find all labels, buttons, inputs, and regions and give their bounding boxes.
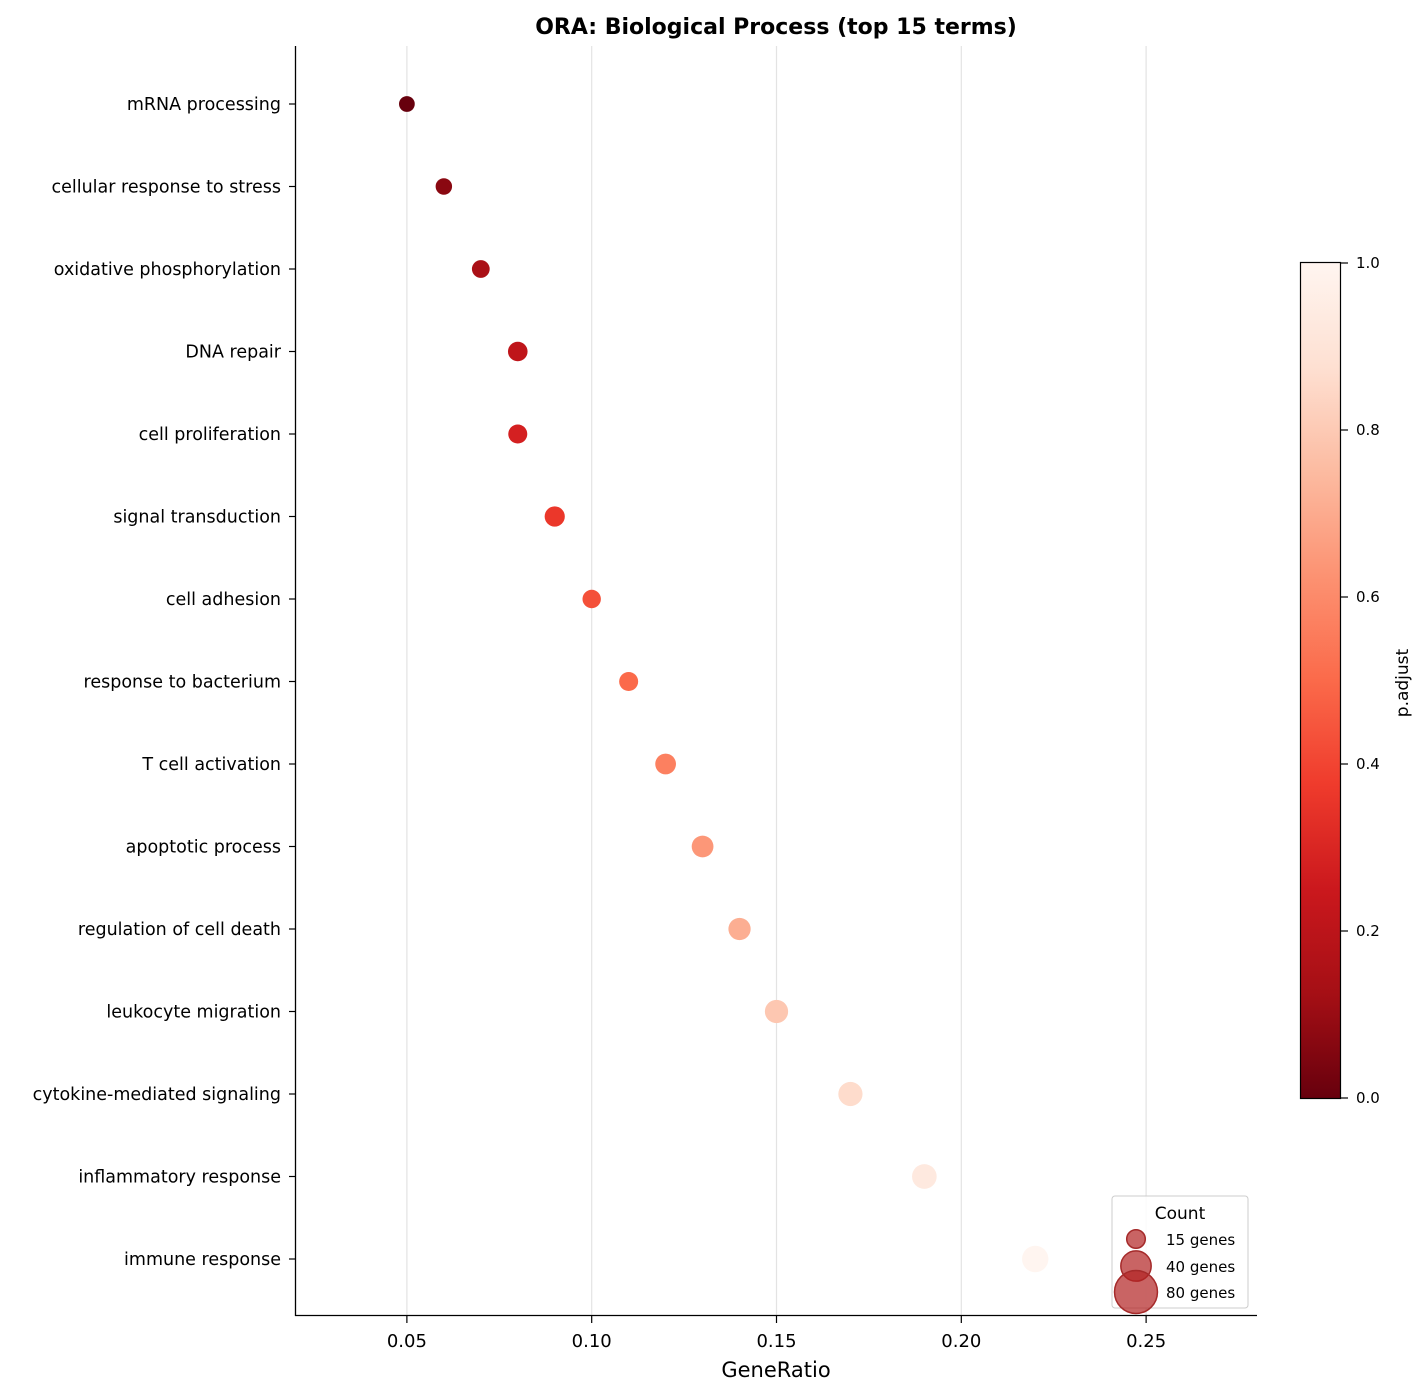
y-tick-label: cytokine-mediated signaling xyxy=(33,1085,281,1105)
colorbar xyxy=(1299,261,1342,1100)
data-point xyxy=(764,999,789,1024)
colorbar-tick-label: 0.0 xyxy=(1356,1089,1380,1107)
y-tick-label: cell proliferation xyxy=(139,425,281,445)
data-point xyxy=(544,506,565,527)
data-point xyxy=(507,341,528,362)
data-point xyxy=(728,917,751,941)
y-tick-label: signal transduction xyxy=(113,508,281,528)
x-axis-ticks: 0.05 0.10 0.15 0.20 0.25 xyxy=(387,1316,1166,1352)
y-tick-label: cellular response to stress xyxy=(51,178,281,198)
x-tick-label: 0.10 xyxy=(572,1331,612,1352)
y-tick-label: leukocyte migration xyxy=(106,1003,281,1023)
legend-title: Count xyxy=(1155,1204,1206,1224)
y-tick-label: DNA repair xyxy=(185,343,281,363)
size-legend: Count 15 genes 40 genes 80 genes xyxy=(1111,1195,1249,1315)
chart-title: ORA: Biological Process (top 15 terms) xyxy=(535,15,1017,40)
legend-marker xyxy=(1125,1228,1147,1250)
data-point xyxy=(1022,1245,1049,1273)
data-point xyxy=(508,424,528,444)
y-tick-label: cell adhesion xyxy=(166,590,281,610)
colorbar-tick-label: 0.6 xyxy=(1356,588,1380,606)
legend-entry-label: 40 genes xyxy=(1166,1258,1235,1276)
legend-marker xyxy=(1113,1269,1159,1315)
y-tick-label: inflammatory response xyxy=(78,1168,281,1188)
y-tick-label: mRNA processing xyxy=(127,95,281,115)
data-point xyxy=(838,1081,863,1107)
y-tick-label: apoptotic process xyxy=(126,838,281,858)
data-point xyxy=(435,178,453,195)
data-point xyxy=(582,589,601,609)
x-gridlines xyxy=(406,46,1147,1316)
x-axis-label: GeneRatio xyxy=(721,1358,830,1382)
colorbar-tick-label: 0.8 xyxy=(1356,421,1380,439)
data-points xyxy=(399,96,1049,1273)
x-tick-label: 0.25 xyxy=(1126,1331,1166,1352)
data-point xyxy=(655,753,676,775)
data-point xyxy=(399,96,415,112)
data-point xyxy=(471,260,490,278)
y-tick-label: oxidative phosphorylation xyxy=(54,260,281,280)
colorbar-tick-label: 1.0 xyxy=(1356,254,1380,272)
legend-entry-label: 80 genes xyxy=(1166,1284,1235,1302)
x-tick-label: 0.15 xyxy=(756,1331,796,1352)
x-tick-label: 0.05 xyxy=(387,1331,427,1352)
y-tick-label: response to bacterium xyxy=(84,673,281,693)
x-tick-label: 0.20 xyxy=(941,1331,981,1352)
data-point xyxy=(912,1164,937,1189)
colorbar-tick-label: 0.4 xyxy=(1356,755,1380,773)
data-point xyxy=(691,835,714,858)
y-tick-label: immune response xyxy=(124,1250,281,1270)
y-tick-label: regulation of cell death xyxy=(78,920,281,940)
colorbar-ticks: 0.0 0.2 0.4 0.6 0.8 1.0 xyxy=(1341,254,1380,1107)
data-point xyxy=(619,671,639,692)
colorbar-tick-label: 0.2 xyxy=(1356,922,1380,940)
y-axis-ticks: mRNA processing cellular response to stre… xyxy=(33,95,296,1270)
legend-entry-label: 15 genes xyxy=(1166,1231,1235,1249)
y-tick-label: T cell activation xyxy=(141,755,281,775)
colorbar-label: p.adjust xyxy=(1393,648,1413,717)
